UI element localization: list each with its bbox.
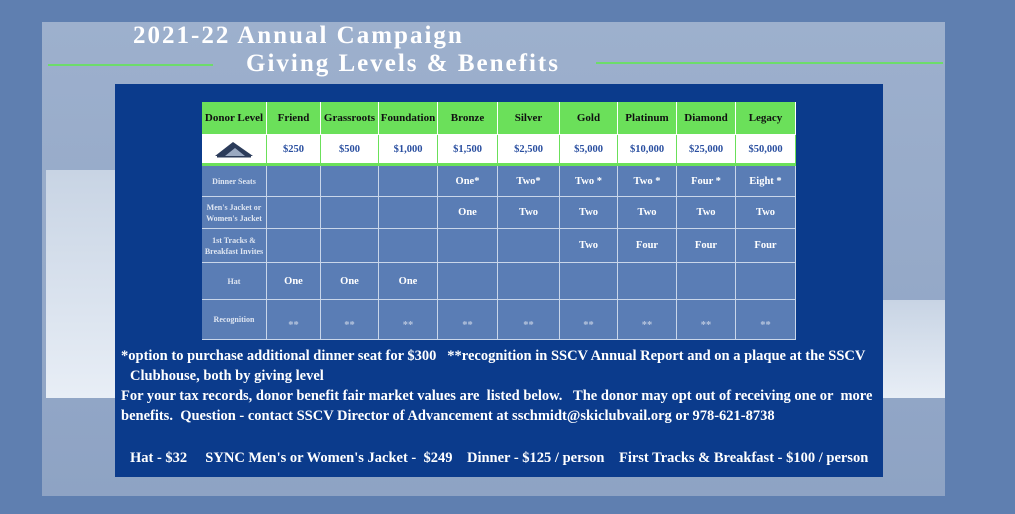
logo <box>215 142 253 158</box>
cell <box>321 166 379 197</box>
cell: ** <box>379 300 438 340</box>
cell: Two <box>736 197 796 229</box>
cell: Two <box>560 197 618 229</box>
cell: ** <box>560 300 618 340</box>
cell: ** <box>618 300 677 340</box>
cell <box>267 229 321 263</box>
column-header: Friend <box>267 102 321 135</box>
column-header: Donor Level <box>202 102 267 135</box>
cell: One* <box>438 166 498 197</box>
note: Clubhouse, both by giving level <box>130 368 324 384</box>
column-header: Grassroots <box>321 102 379 135</box>
snow-image-right <box>883 300 945 398</box>
row-label: Men's Jacket or Women's Jacket <box>202 197 267 229</box>
rule <box>48 64 213 66</box>
cell <box>267 166 321 197</box>
cell <box>736 263 796 300</box>
price: $500 <box>321 135 379 166</box>
row-label: Hat <box>202 263 267 300</box>
cell: Two <box>560 229 618 263</box>
cell <box>267 197 321 229</box>
cell: One <box>379 263 438 300</box>
cell: ** <box>677 300 736 340</box>
title: Giving Levels & Benefits <box>246 50 560 77</box>
cell <box>379 229 438 263</box>
cell: Four * <box>677 166 736 197</box>
cell <box>379 197 438 229</box>
cell: Four <box>736 229 796 263</box>
cell: Two <box>618 197 677 229</box>
price: $50,000 <box>736 135 796 166</box>
note: *option to purchase additional dinner se… <box>121 348 866 364</box>
snow-image-left <box>46 170 116 398</box>
cell: Eight * <box>736 166 796 197</box>
price: $10,000 <box>618 135 677 166</box>
cell: Two * <box>618 166 677 197</box>
cell: ** <box>498 300 560 340</box>
cell: One <box>438 197 498 229</box>
cell: Two* <box>498 166 560 197</box>
cell: Two <box>498 197 560 229</box>
row-label: Dinner Seats <box>202 166 267 197</box>
price: $2,500 <box>498 135 560 166</box>
price: $5,000 <box>560 135 618 166</box>
price: $250 <box>267 135 321 166</box>
cell <box>618 263 677 300</box>
note: benefits. Question - contact SSCV Direct… <box>121 408 775 424</box>
cell: ** <box>267 300 321 340</box>
footer: Hat - $32 SYNC Men's or Women's Jacket -… <box>130 450 869 466</box>
cell <box>438 263 498 300</box>
cell: Two <box>677 197 736 229</box>
title: 2021-22 Annual Campaign <box>133 22 464 49</box>
cell <box>560 263 618 300</box>
rule <box>596 62 943 64</box>
table: Donor Level Friend Grassroots Foundation Bro… <box>202 102 796 340</box>
cell <box>379 166 438 197</box>
cell: Four <box>677 229 736 263</box>
price: $25,000 <box>677 135 736 166</box>
row-label: 1st Tracks & Breakfast Invites <box>202 229 267 263</box>
price: $1,000 <box>379 135 438 166</box>
cell: ** <box>438 300 498 340</box>
column-header: Gold <box>560 102 618 135</box>
cell: One <box>321 263 379 300</box>
cell <box>677 263 736 300</box>
cell: ** <box>736 300 796 340</box>
column-header: Bronze <box>438 102 498 135</box>
row-label: Recognition <box>202 300 267 340</box>
price: $1,500 <box>438 135 498 166</box>
column-header: Silver <box>498 102 560 135</box>
cell <box>321 197 379 229</box>
column-header: Foundation <box>379 102 438 135</box>
cell: Two * <box>560 166 618 197</box>
column-header: Diamond <box>677 102 736 135</box>
column-header: Platinum <box>618 102 677 135</box>
cell: Four <box>618 229 677 263</box>
note: For your tax records, donor benefit fair… <box>121 388 873 404</box>
column-header: Legacy <box>736 102 796 135</box>
cell: ** <box>321 300 379 340</box>
cell <box>321 229 379 263</box>
logo-cell <box>202 135 267 166</box>
cell: One <box>267 263 321 300</box>
cell <box>438 229 498 263</box>
cell <box>498 263 560 300</box>
cell <box>498 229 560 263</box>
